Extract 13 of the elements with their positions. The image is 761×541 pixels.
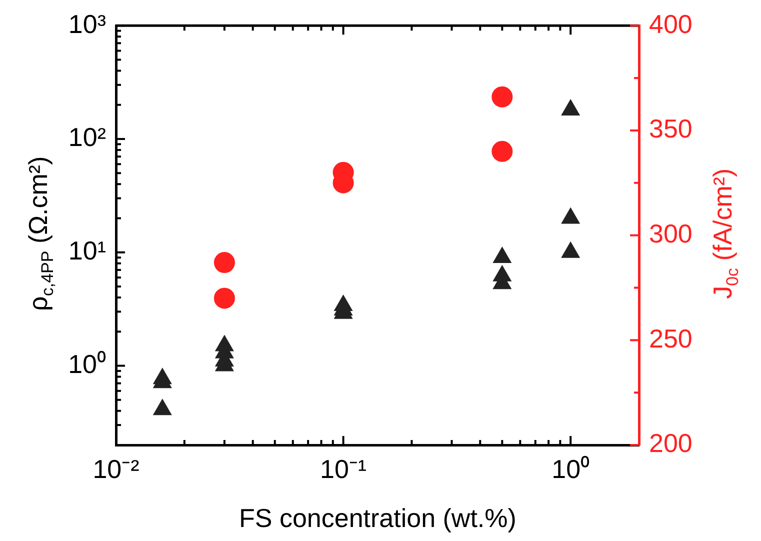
x-axis-title: FS concentration (wt.%): [239, 503, 516, 533]
y2-tick-label: 300: [649, 218, 692, 248]
y-tick-label: 10²: [68, 122, 106, 152]
y-tick-label: 10³: [68, 8, 106, 39]
y2-tick-label: 250: [649, 323, 692, 354]
y2-tick-label: 350: [649, 114, 692, 144]
x-tick-label: 10⁰: [552, 454, 590, 484]
x-tick-label: 10⁻²: [92, 454, 140, 484]
y-tick-label: 10⁰: [68, 348, 106, 379]
x-tick-label: 10⁻¹: [320, 454, 367, 484]
y-tick-label: 10¹: [68, 236, 106, 266]
y2-tick-label: 400: [649, 8, 692, 39]
y2-tick-label: 200: [649, 428, 692, 458]
